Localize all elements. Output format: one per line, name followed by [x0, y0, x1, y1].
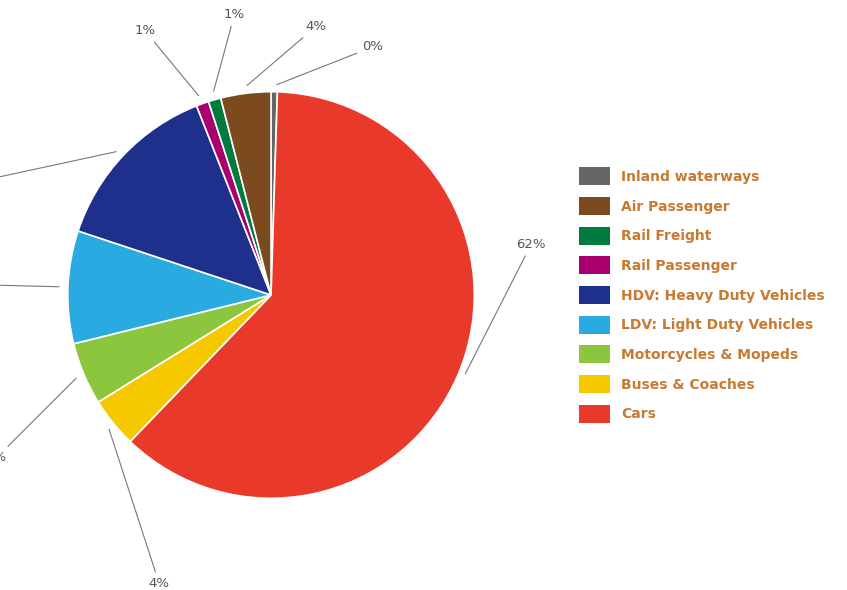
- Wedge shape: [98, 295, 271, 441]
- Text: 1%: 1%: [213, 8, 245, 91]
- Text: 1%: 1%: [135, 24, 199, 96]
- Wedge shape: [74, 295, 271, 402]
- Text: 4%: 4%: [109, 430, 169, 590]
- Wedge shape: [78, 106, 271, 295]
- Wedge shape: [221, 91, 271, 295]
- Text: 14%: 14%: [0, 152, 116, 190]
- Wedge shape: [130, 92, 474, 499]
- Text: 5%: 5%: [0, 378, 76, 464]
- Wedge shape: [68, 231, 271, 344]
- Text: 9%: 9%: [0, 278, 59, 291]
- Wedge shape: [271, 91, 278, 295]
- Wedge shape: [197, 101, 271, 295]
- Legend: Inland waterways, Air Passenger, Rail Freight, Rail Passenger, HDV: Heavy Duty V: Inland waterways, Air Passenger, Rail Fr…: [573, 160, 832, 430]
- Text: 0%: 0%: [277, 41, 383, 84]
- Text: 62%: 62%: [465, 238, 546, 374]
- Text: 4%: 4%: [247, 20, 326, 86]
- Wedge shape: [208, 98, 271, 295]
